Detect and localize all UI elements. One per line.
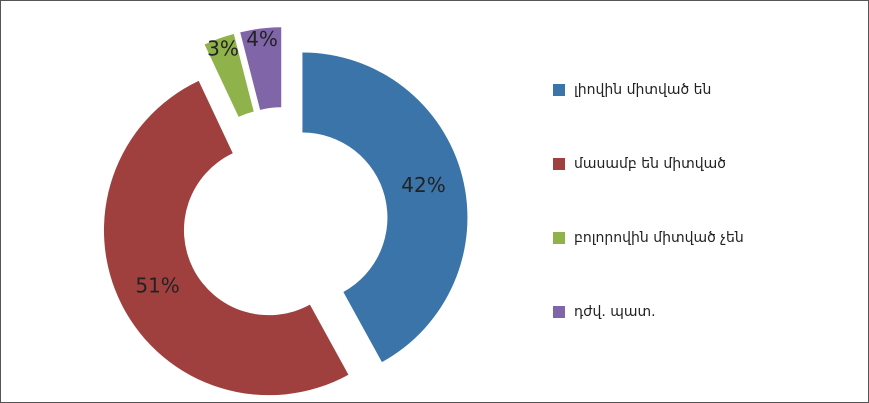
data-label: 51%	[135, 273, 179, 297]
legend-swatch	[553, 84, 565, 96]
donut-slice	[204, 33, 254, 117]
legend-label: դժվ. պատ.	[574, 304, 656, 320]
data-label: 3%	[207, 36, 239, 60]
donut-slice	[240, 27, 282, 110]
legend-label: բոլորովին միտված չեն	[574, 230, 744, 246]
donut-slice	[302, 52, 468, 363]
legend-swatch	[553, 158, 565, 170]
data-label: 4%	[246, 27, 278, 51]
legend-swatch	[553, 306, 565, 318]
legend-label: լիովին միտված են	[574, 82, 711, 98]
legend-label: մասամբ են միտված	[574, 156, 726, 172]
donut-slice	[103, 80, 349, 396]
legend-swatch	[553, 232, 565, 244]
data-label: 42%	[401, 173, 445, 197]
